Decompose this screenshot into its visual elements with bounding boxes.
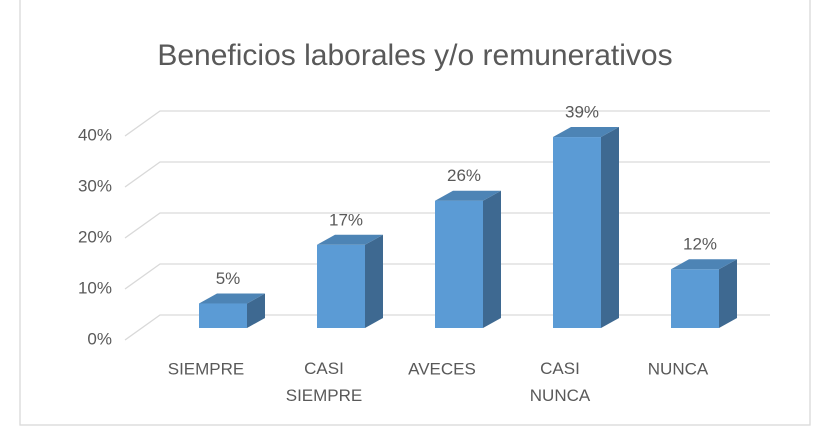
x-tick-label: CASI NUNCA [530,359,591,405]
bar-side [483,190,501,328]
y-tick-label: 10% [78,278,112,297]
bar-top [553,127,619,138]
bar-front [553,137,601,328]
bar-top [317,234,383,245]
y-tick-label: 40% [78,125,112,144]
bar-side [719,259,737,328]
bar-top [671,259,737,270]
data-label: 5% [216,269,241,288]
x-tick-label: AVECES [408,359,476,378]
bar-side [247,293,265,328]
bar-top [199,293,265,304]
x-tick-label: SIEMPRE [168,359,245,378]
y-tick-label: 0% [87,329,112,348]
chart-title: Beneficios laborales y/o remunerativos [157,39,672,72]
bar-side [601,127,619,328]
bar-side [365,234,383,328]
y-tick-label: 20% [78,227,112,246]
bar-front [199,303,247,328]
y-tick-label: 30% [78,176,112,195]
x-tick-label: NUNCA [648,359,709,378]
grid-line [124,110,770,137]
x-tick-label: CASI SIEMPRE [286,359,363,405]
bar-top [435,190,501,201]
data-label: 12% [683,235,717,254]
data-label: 39% [565,103,599,122]
bar-front [435,200,483,328]
bar-front [317,244,365,328]
bar-front [671,269,719,328]
data-label: 17% [329,210,363,229]
data-label: 26% [447,166,481,185]
